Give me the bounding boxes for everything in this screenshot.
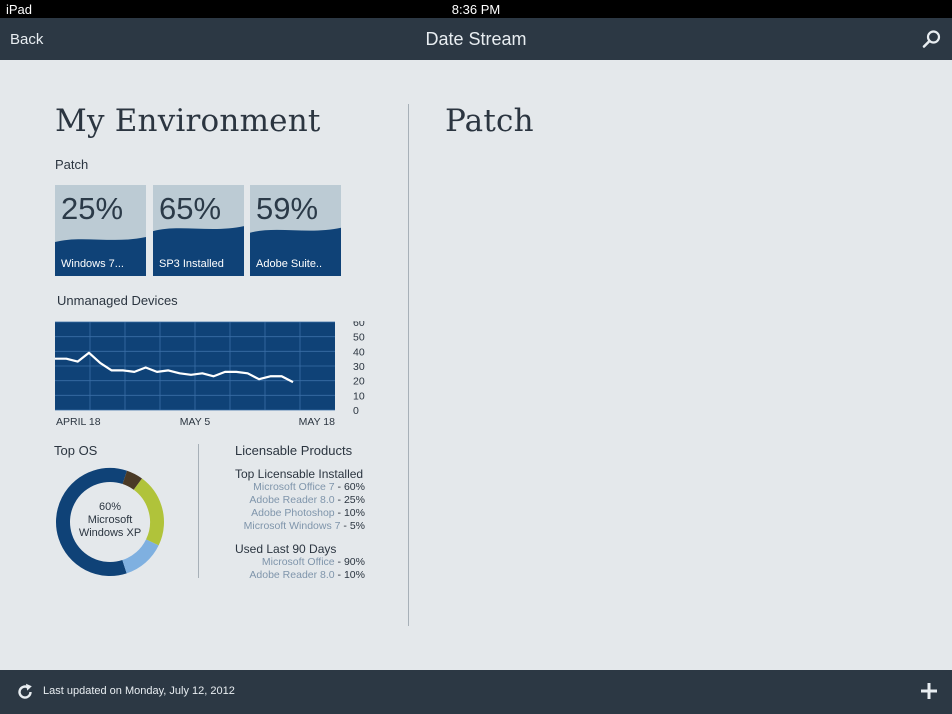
donut-slice (56, 468, 164, 576)
search-icon[interactable] (922, 29, 942, 49)
series-line (55, 351, 294, 384)
unmanaged-devices-label: Unmanaged Devices (57, 293, 178, 308)
donut-center-percent: 60% (98, 501, 122, 513)
top-os-label: Top OS (54, 443, 98, 458)
donut-center-line2: Windows XP (78, 527, 142, 539)
used-last-90-days-label: Used Last 90 Days (235, 542, 337, 556)
list-item: Adobe Reader 8.0 - 25% (249, 494, 365, 506)
tile-fill (55, 237, 146, 276)
plus-icon[interactable] (920, 682, 938, 700)
patch-tile-windows7[interactable]: 25% Windows 7... (55, 185, 146, 276)
clock: 8:36 PM (451, 2, 501, 17)
tile-name: Adobe Suite.. (256, 258, 323, 270)
tile-fill (250, 227, 341, 276)
list-item: Adobe Reader 8.0 - 10% (249, 569, 365, 581)
footer-bar: Last updated on Monday, July 12, 2012 (0, 670, 952, 714)
navigation-bar: Back Date Stream (0, 18, 952, 60)
patch-title: Patch (445, 103, 534, 139)
section-divider (198, 444, 199, 578)
tile-fill (153, 226, 244, 276)
y-tick-label: 0 (353, 405, 359, 417)
list-item: Adobe Photoshop - 10% (251, 507, 365, 519)
y-tick-label: 20 (353, 376, 365, 388)
patch-tile-adobe[interactable]: 59% Adobe Suite.. (250, 185, 341, 276)
tile-fill-wave (153, 226, 244, 276)
page-title: Date Stream (425, 29, 527, 49)
y-tick-label: 30 (353, 361, 365, 373)
x-tick-label: APRIL 18 (56, 416, 101, 428)
list-item: Microsoft Windows 7 - 5% (243, 520, 365, 532)
donut-slice (56, 468, 164, 576)
tile-name: SP3 Installed (159, 258, 224, 270)
my-environment-title: My Environment (55, 103, 321, 139)
x-tick-label: MAY 5 (180, 416, 211, 428)
device-name: iPad (6, 2, 33, 17)
column-divider (408, 104, 409, 626)
top-installed-label: Top Licensable Installed (235, 467, 364, 481)
top-os-donut (56, 468, 164, 576)
donut-center-line1: Microsoft (87, 514, 133, 526)
donut-slices (56, 468, 164, 576)
list-item: Microsoft Office - 90% (261, 556, 365, 568)
y-tick-label: 50 (353, 332, 365, 344)
list-item: Microsoft Office 7 - 60% (253, 481, 365, 493)
licensable-products-label: Licensable Products (235, 443, 353, 458)
patch-tile-sp3[interactable]: 65% SP3 Installed (153, 185, 244, 276)
tile-fill-wave (55, 237, 146, 276)
x-tick-label: MAY 18 (299, 416, 336, 428)
tile-percent: 59% (256, 191, 319, 226)
y-tick-label: 40 (353, 346, 365, 358)
y-tick-label: 60 (353, 321, 365, 329)
tile-percent: 65% (159, 191, 222, 226)
y-tick-label: 10 (353, 390, 365, 402)
status-bar: iPad 8:36 PM (0, 0, 952, 18)
back-button[interactable]: Back (10, 31, 44, 48)
unmanaged-devices-chart: 0 10 20 30 40 50 60 APRIL 18 MAY 5 MAY 18 (55, 321, 365, 428)
refresh-icon[interactable] (16, 683, 34, 701)
tile-percent: 25% (61, 191, 124, 226)
tile-fill-wave (250, 227, 341, 276)
last-updated-text: Last updated on Monday, July 12, 2012 (43, 685, 235, 697)
tile-name: Windows 7... (61, 258, 124, 270)
patch-label: Patch (55, 157, 89, 172)
